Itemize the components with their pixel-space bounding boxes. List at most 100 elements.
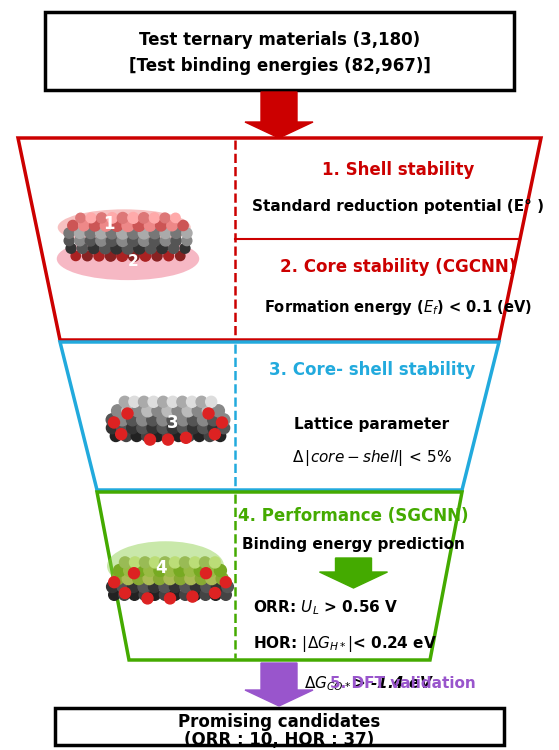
Circle shape [164,572,176,584]
Circle shape [137,422,149,433]
Circle shape [132,405,144,417]
Circle shape [204,430,215,442]
Ellipse shape [119,406,217,438]
Circle shape [129,251,139,261]
Circle shape [169,581,181,592]
Circle shape [200,590,211,600]
Circle shape [220,590,231,600]
Circle shape [187,396,197,407]
Circle shape [174,572,187,584]
Circle shape [126,414,139,426]
Circle shape [210,590,221,600]
Circle shape [182,228,192,238]
Circle shape [122,408,133,419]
Circle shape [142,593,153,604]
Circle shape [105,251,116,261]
Circle shape [218,422,230,433]
Circle shape [212,405,224,417]
Circle shape [201,581,212,592]
Circle shape [157,243,168,254]
Text: HOR: $|\Delta G_{H*}|$< 0.24 eV: HOR: $|\Delta G_{H*}|$< 0.24 eV [253,634,437,654]
Text: 3. Core- shell stability: 3. Core- shell stability [269,361,475,379]
Text: Standard reduction potential (E° ): Standard reduction potential (E° ) [252,199,544,214]
Text: 4. Performance (SGCNN): 4. Performance (SGCNN) [238,507,469,525]
Circle shape [106,236,117,246]
Circle shape [117,227,129,239]
Circle shape [171,236,181,246]
Circle shape [192,405,204,417]
Circle shape [110,430,121,442]
Circle shape [79,220,89,231]
Circle shape [100,220,112,231]
Circle shape [75,236,85,246]
Text: $\Delta\,|core - shell|\,<\,5\%$: $\Delta\,|core - shell|\,<\,5\%$ [292,448,452,468]
Circle shape [190,590,201,600]
Circle shape [201,568,211,579]
Circle shape [128,212,139,223]
Circle shape [157,422,169,433]
Circle shape [168,243,179,254]
Circle shape [119,590,130,600]
Circle shape [143,572,155,584]
Polygon shape [60,342,499,490]
Circle shape [164,593,176,604]
FancyBboxPatch shape [45,12,514,90]
Circle shape [148,396,159,407]
Circle shape [149,557,160,568]
Circle shape [180,243,190,254]
Circle shape [210,587,220,598]
Circle shape [164,251,173,261]
Circle shape [85,228,96,238]
Circle shape [112,405,124,417]
Circle shape [117,235,129,247]
Circle shape [191,581,202,592]
Circle shape [169,590,181,600]
Circle shape [139,213,149,223]
Circle shape [68,220,78,230]
Circle shape [215,565,226,577]
Circle shape [160,228,171,238]
Circle shape [210,557,220,568]
Circle shape [218,414,230,426]
Circle shape [139,590,150,600]
Text: Promising candidates: Promising candidates [178,713,381,731]
Circle shape [76,213,85,223]
Circle shape [163,430,173,442]
Circle shape [167,220,177,231]
Circle shape [120,587,130,598]
Circle shape [96,227,107,238]
Circle shape [132,572,145,584]
Text: 3: 3 [167,413,178,431]
Circle shape [139,396,149,407]
Circle shape [112,572,124,584]
Text: 1. Shell stability: 1. Shell stability [322,161,474,179]
Circle shape [127,227,139,239]
Circle shape [206,396,217,407]
Circle shape [94,251,104,261]
Circle shape [183,430,195,442]
Polygon shape [245,663,313,706]
Circle shape [106,422,118,433]
Circle shape [130,557,140,568]
Circle shape [167,414,179,426]
Circle shape [198,422,209,433]
Circle shape [131,430,142,442]
Circle shape [167,396,178,407]
Circle shape [107,581,118,592]
Circle shape [171,213,180,223]
Circle shape [108,590,120,600]
Circle shape [167,422,179,433]
Circle shape [108,417,120,428]
Circle shape [162,405,174,417]
Circle shape [154,572,165,584]
Circle shape [190,557,201,568]
Circle shape [107,213,117,223]
Circle shape [117,212,128,223]
Circle shape [172,405,184,417]
Circle shape [181,432,192,443]
Circle shape [215,430,226,442]
Circle shape [64,228,74,238]
Circle shape [185,572,197,584]
Circle shape [111,243,122,254]
Polygon shape [245,92,313,138]
